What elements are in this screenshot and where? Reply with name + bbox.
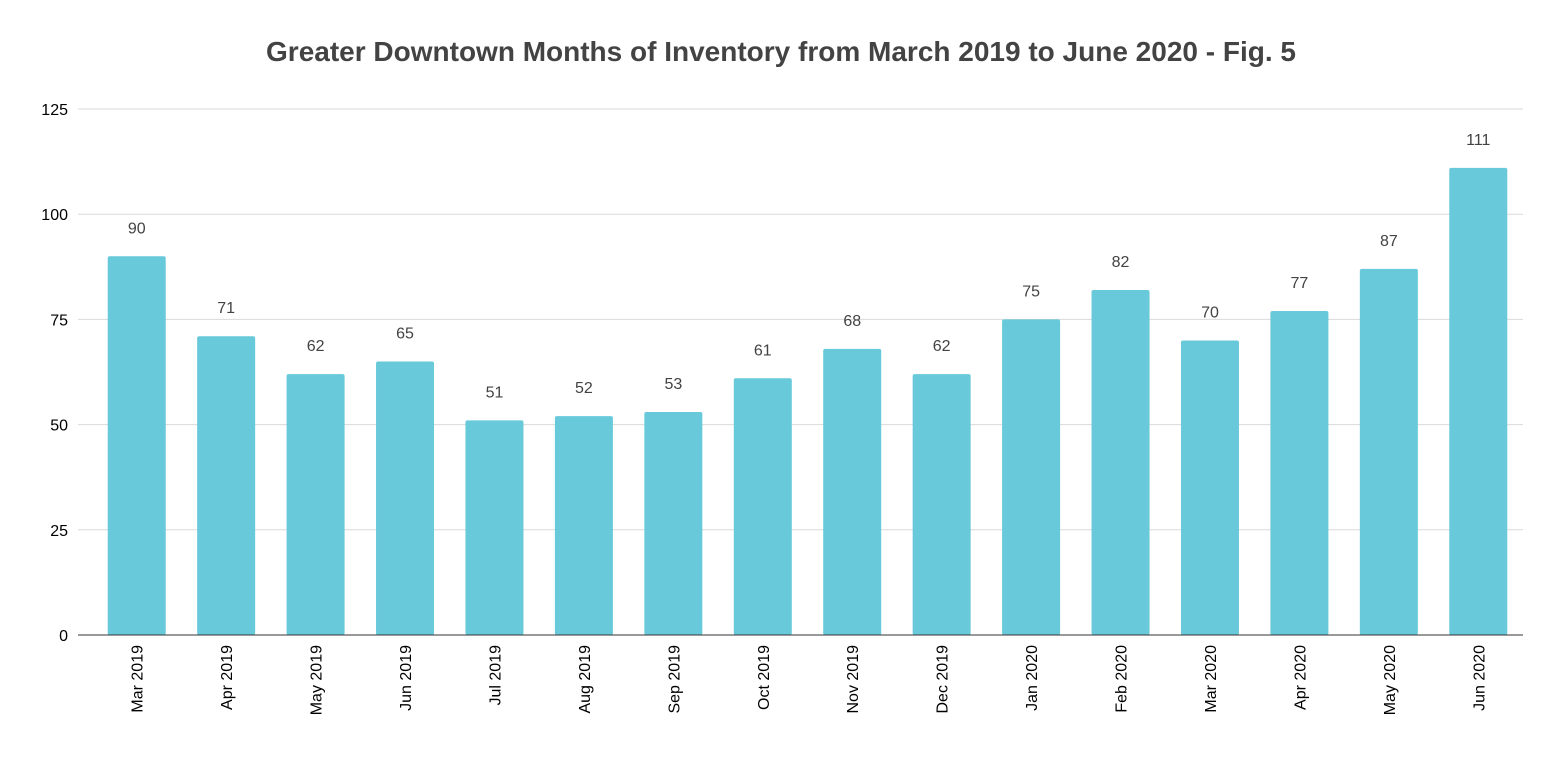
- data-label: 90: [128, 220, 146, 237]
- bar: [1360, 269, 1418, 635]
- data-label: 70: [1201, 304, 1219, 321]
- bar: [1002, 319, 1060, 635]
- data-label: 82: [1112, 254, 1130, 271]
- x-tick-label: Apr 2020: [1292, 645, 1309, 710]
- data-label: 52: [575, 380, 593, 397]
- bar: [287, 374, 345, 635]
- bar: [1449, 168, 1507, 635]
- data-label: 77: [1291, 275, 1309, 292]
- bar: [376, 361, 434, 635]
- x-tick-label: Aug 2019: [577, 645, 594, 714]
- bar: [1181, 340, 1239, 635]
- bar: [1092, 290, 1150, 635]
- x-tick-label: Nov 2019: [845, 645, 862, 714]
- y-tick-label: 50: [50, 418, 68, 435]
- bar: [555, 416, 613, 635]
- x-tick-label: Jun 2020: [1471, 645, 1488, 711]
- bar: [465, 420, 523, 635]
- y-tick-label: 0: [59, 628, 68, 645]
- bars: [108, 168, 1508, 635]
- x-tick-label: Jan 2020: [1024, 645, 1041, 711]
- x-tick-label: Oct 2019: [756, 645, 773, 710]
- x-tick-label: Mar 2020: [1203, 645, 1220, 713]
- data-label: 71: [217, 300, 235, 317]
- data-label: 68: [843, 313, 861, 330]
- x-tick-label: Jun 2019: [398, 645, 415, 711]
- data-label: 51: [486, 384, 504, 401]
- x-tick-label: Feb 2020: [1114, 645, 1131, 713]
- data-label: 61: [754, 342, 772, 359]
- data-label: 53: [664, 376, 682, 393]
- data-label: 62: [933, 338, 951, 355]
- data-label: 87: [1380, 233, 1398, 250]
- x-tick-label: Mar 2019: [130, 645, 147, 713]
- bar-chart: 0 25 50 75 100 125 Mar 2019 Apr 2019 May 2019 Jun…: [0, 0, 1562, 762]
- bar: [823, 349, 881, 635]
- bar: [197, 336, 255, 635]
- bar: [644, 412, 702, 635]
- x-tick-label: Apr 2019: [219, 645, 236, 710]
- data-label: 75: [1022, 283, 1040, 300]
- x-tick-label: Dec 2019: [935, 645, 952, 714]
- x-tick-label: May 2020: [1382, 645, 1399, 715]
- y-tick-label: 100: [41, 207, 68, 224]
- y-tick-label: 75: [50, 312, 68, 329]
- y-tick-label: 25: [50, 523, 68, 540]
- bar: [108, 256, 166, 635]
- x-tick-label: Sep 2019: [666, 645, 683, 714]
- bar: [1270, 311, 1328, 635]
- bar: [913, 374, 971, 635]
- data-label: 65: [396, 325, 414, 342]
- bar: [734, 378, 792, 635]
- data-label: 111: [1466, 132, 1490, 149]
- x-tick-label: May 2019: [309, 645, 326, 715]
- data-label: 62: [307, 338, 325, 355]
- chart-container: Greater Downtown Months of Inventory fro…: [0, 0, 1562, 762]
- x-tick-label: Jul 2019: [487, 645, 504, 706]
- y-tick-label: 125: [41, 102, 68, 119]
